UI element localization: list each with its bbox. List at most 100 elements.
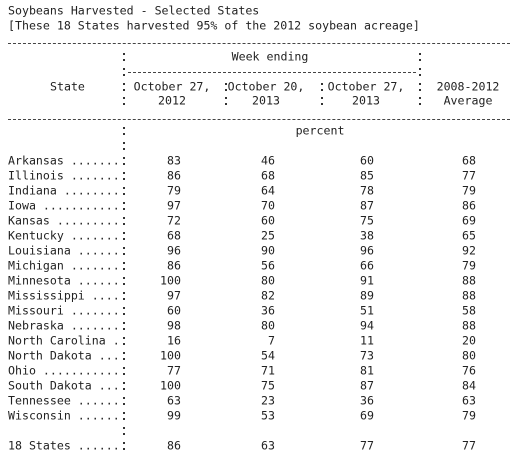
cell: 100	[160, 273, 181, 288]
cell: 11	[360, 333, 374, 348]
separator	[123, 187, 125, 189]
row-label: Mississippi ....	[8, 288, 120, 303]
cell: 86	[167, 168, 181, 183]
separator	[123, 382, 125, 384]
row-label: Kentucky .......	[8, 228, 120, 243]
separator	[123, 83, 125, 85]
cell: 71	[261, 363, 275, 378]
separator	[419, 68, 421, 70]
cell: 86	[167, 258, 181, 273]
column-header: October 27,	[133, 79, 211, 94]
separator	[419, 53, 421, 55]
cell: 60	[360, 153, 374, 168]
separator	[123, 262, 125, 264]
unit: percent	[295, 123, 345, 138]
cell: 99	[167, 408, 181, 423]
rule	[8, 43, 510, 44]
cell: 86	[167, 438, 181, 453]
separator	[225, 97, 227, 99]
row-label: Missouri .......	[8, 303, 120, 318]
cell: 100	[160, 378, 181, 393]
cell: 90	[261, 243, 275, 258]
separator	[419, 83, 421, 85]
separator	[123, 172, 125, 174]
cell: 72	[167, 213, 181, 228]
cell: 80	[261, 273, 275, 288]
cell: 58	[462, 303, 476, 318]
separator	[123, 277, 125, 279]
separator	[321, 97, 323, 99]
separator	[419, 97, 421, 99]
separator	[123, 53, 125, 55]
cell: 92	[462, 243, 476, 258]
row-label: 18 States ......	[8, 438, 120, 453]
row-label: Kansas .........	[8, 213, 120, 228]
group-header: Week ending	[231, 49, 309, 64]
cell: 94	[360, 318, 374, 333]
cell: 60	[261, 213, 275, 228]
cell: 36	[261, 303, 275, 318]
row-label: Wisconsin ......	[8, 408, 120, 423]
row-label: Louisiana ......	[8, 243, 120, 258]
separator	[123, 127, 125, 129]
cell: 91	[360, 273, 374, 288]
cell: 80	[261, 318, 275, 333]
separator	[123, 217, 125, 219]
row-label: North Dakota ...	[8, 348, 120, 363]
cell: 88	[462, 273, 476, 288]
row-label: Ohio ...........	[8, 363, 120, 378]
separator	[123, 367, 125, 369]
row-label: North Carolina .	[8, 333, 120, 348]
cell: 68	[261, 168, 275, 183]
cell: 79	[167, 183, 181, 198]
column-header: October 20,	[227, 79, 305, 94]
column-header: 2013	[252, 93, 280, 108]
cell: 69	[462, 213, 476, 228]
separator	[123, 337, 125, 339]
cell: 25	[261, 228, 275, 243]
separator	[123, 292, 125, 294]
separator	[123, 157, 125, 159]
row-label: Iowa ...........	[8, 198, 120, 213]
cell: 97	[167, 198, 181, 213]
cell: 85	[360, 168, 374, 183]
cell: 80	[462, 348, 476, 363]
cell: 69	[360, 408, 374, 423]
cell: 54	[261, 348, 275, 363]
cell: 53	[261, 408, 275, 423]
rule	[8, 119, 510, 120]
state-header: State	[50, 79, 85, 94]
cell: 84	[462, 378, 476, 393]
cell: 79	[462, 183, 476, 198]
cell: 38	[360, 228, 374, 243]
separator	[123, 442, 125, 444]
cell: 7	[268, 333, 275, 348]
cell: 96	[360, 243, 374, 258]
row-label: Minnesota ......	[8, 273, 120, 288]
cell: 89	[360, 288, 374, 303]
cell: 82	[261, 288, 275, 303]
separator	[123, 97, 125, 99]
cell: 23	[261, 393, 275, 408]
cell: 88	[462, 288, 476, 303]
row-label: South Dakota ...	[8, 378, 120, 393]
cell: 86	[462, 198, 476, 213]
separator	[123, 307, 125, 309]
cell: 98	[167, 318, 181, 333]
cell: 96	[167, 243, 181, 258]
column-header: Average	[443, 93, 493, 108]
cell: 97	[167, 288, 181, 303]
cell: 36	[360, 393, 374, 408]
cell: 81	[360, 363, 374, 378]
cell: 79	[462, 258, 476, 273]
separator	[123, 412, 125, 414]
cell: 16	[167, 333, 181, 348]
cell: 75	[261, 378, 275, 393]
cell: 56	[261, 258, 275, 273]
cell: 60	[167, 303, 181, 318]
separator	[321, 83, 323, 85]
column-header: 2013	[352, 93, 380, 108]
cell: 87	[360, 198, 374, 213]
cell: 63	[462, 393, 476, 408]
